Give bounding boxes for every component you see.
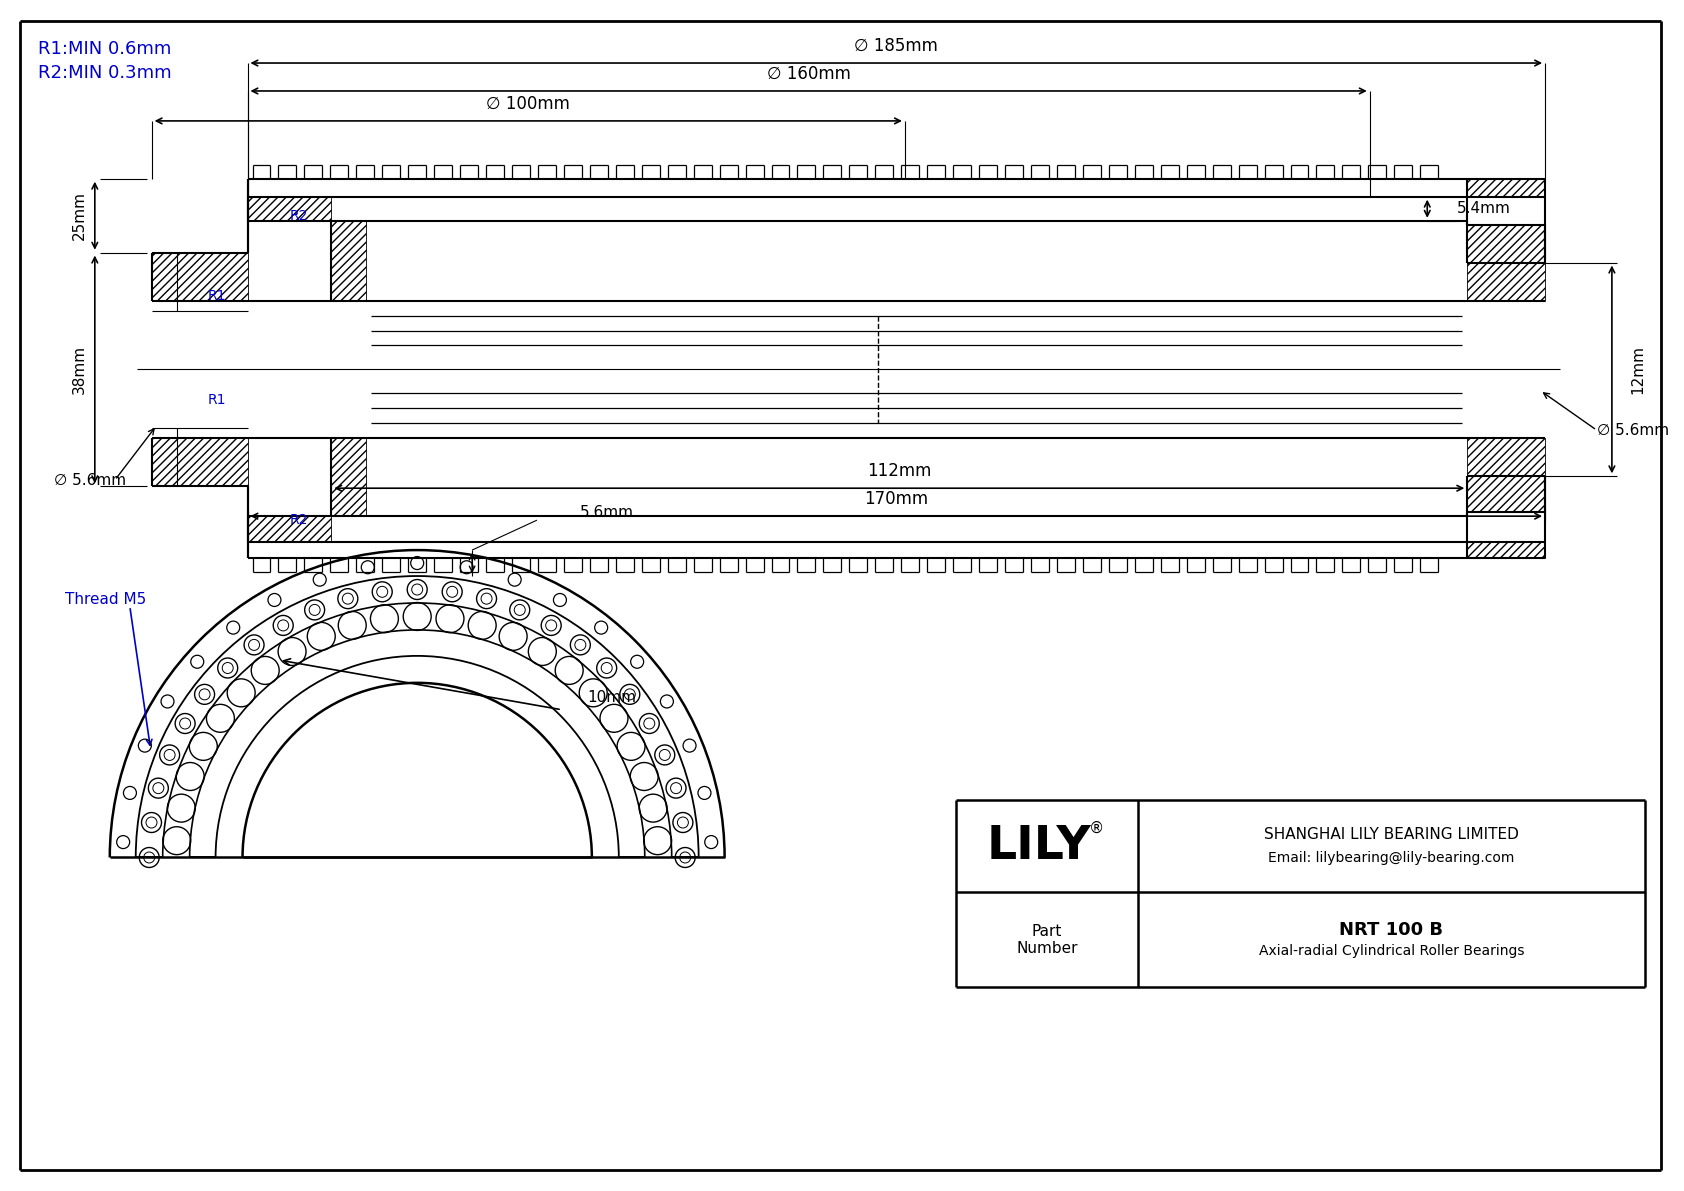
Text: ∅ 100mm: ∅ 100mm [487, 95, 571, 113]
Bar [248, 197, 332, 220]
Bar [1467, 225, 1544, 300]
Text: ∅ 5.6mm: ∅ 5.6mm [1596, 423, 1669, 438]
Bar [152, 252, 248, 300]
Text: 10mm: 10mm [586, 691, 637, 705]
Bar [332, 220, 367, 300]
Text: R2:MIN 0.3mm: R2:MIN 0.3mm [39, 64, 172, 82]
Text: ∅ 185mm: ∅ 185mm [854, 37, 938, 55]
Bar [332, 438, 367, 516]
Bar [1467, 438, 1544, 512]
Text: R1: R1 [207, 393, 226, 407]
Text: ®: ® [1090, 821, 1105, 836]
Text: R1: R1 [207, 288, 226, 303]
Text: 170mm: 170mm [864, 491, 928, 509]
Bar [152, 438, 248, 486]
Text: Email: lilybearing@lily-bearing.com: Email: lilybearing@lily-bearing.com [1268, 852, 1514, 865]
Text: R2: R2 [290, 208, 308, 223]
Text: 5.6mm: 5.6mm [579, 505, 633, 519]
Text: SHANGHAI LILY BEARING LIMITED: SHANGHAI LILY BEARING LIMITED [1265, 827, 1519, 842]
Bar [1467, 542, 1544, 559]
Text: Thread M5: Thread M5 [66, 592, 147, 607]
Text: 38mm: 38mm [72, 345, 88, 394]
Text: Axial-radial Cylindrical Roller Bearings: Axial-radial Cylindrical Roller Bearings [1258, 943, 1524, 958]
Text: R1:MIN 0.6mm: R1:MIN 0.6mm [39, 40, 172, 58]
Bar [1467, 179, 1544, 197]
Text: 5.4mm: 5.4mm [1457, 201, 1511, 217]
Text: 25mm: 25mm [72, 192, 88, 241]
Text: Part
Number: Part Number [1015, 924, 1078, 956]
Text: 12mm: 12mm [1630, 345, 1645, 394]
Text: NRT 100 B: NRT 100 B [1339, 921, 1443, 939]
Text: 112mm: 112mm [867, 462, 931, 480]
Text: LILY: LILY [987, 823, 1091, 868]
Text: ∅ 5.6mm: ∅ 5.6mm [54, 473, 126, 488]
Bar [248, 516, 332, 542]
Text: R2: R2 [290, 513, 308, 528]
Text: ∅ 160mm: ∅ 160mm [766, 66, 850, 83]
